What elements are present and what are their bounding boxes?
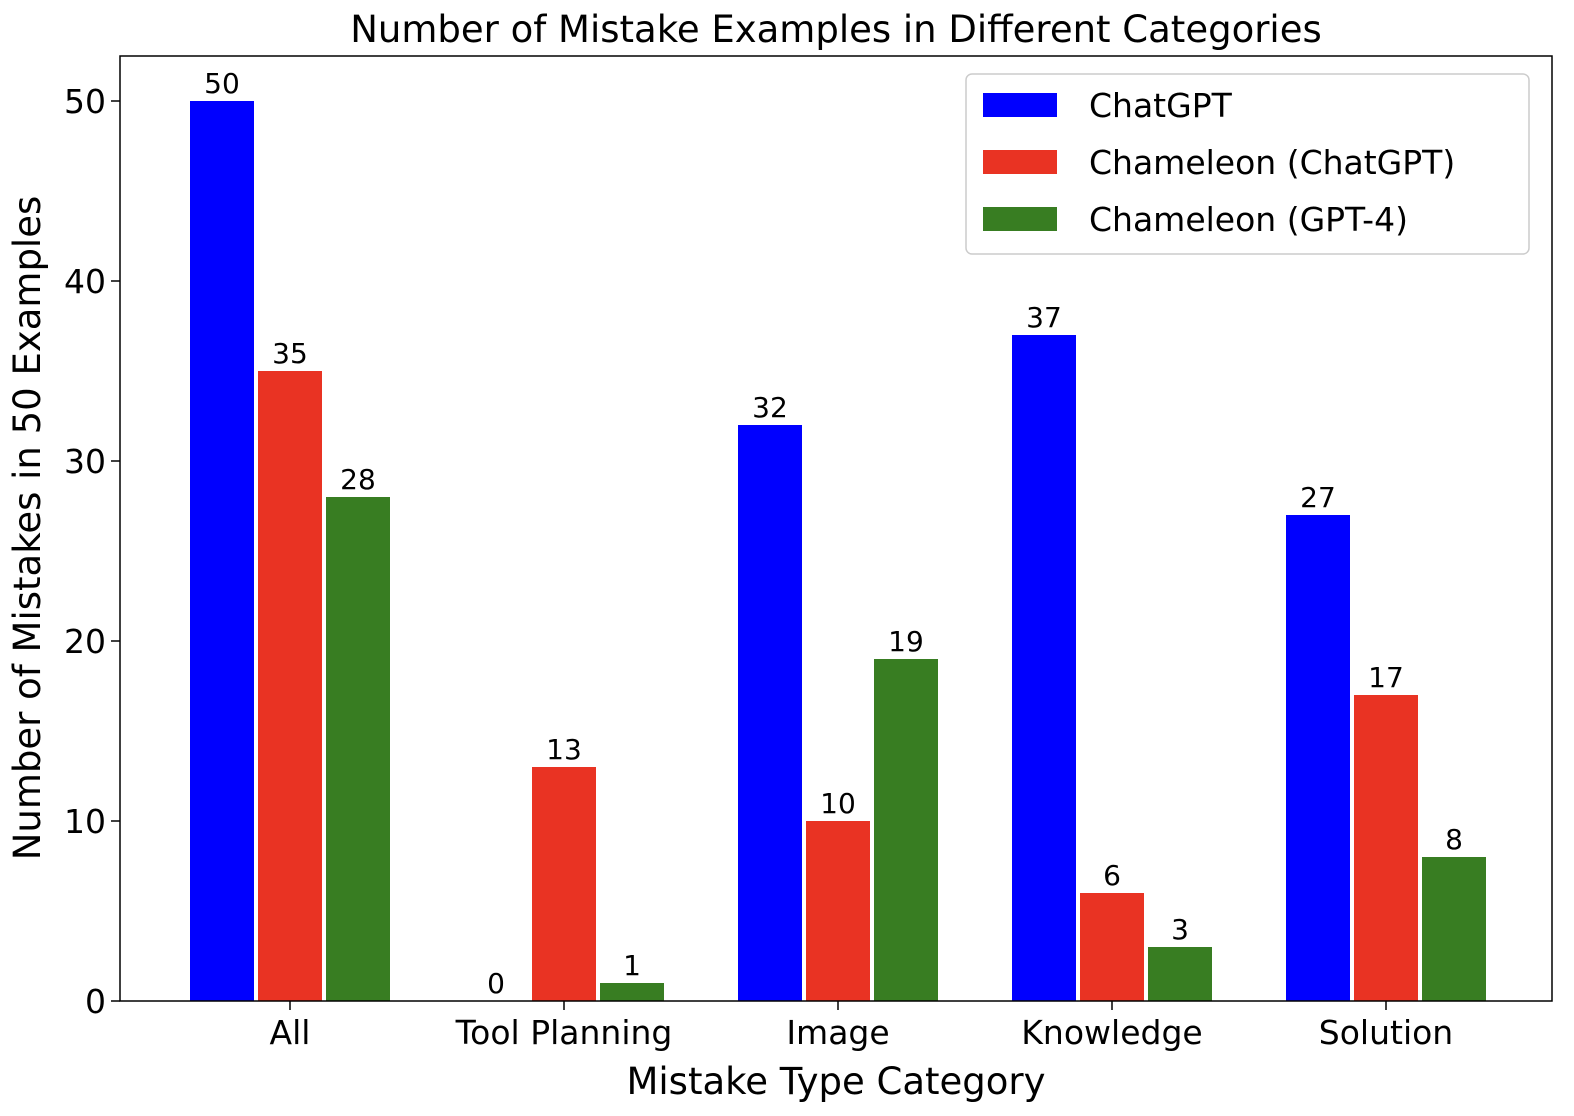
y-axis: 0 10 20 30 40 50 — [64, 82, 120, 1021]
x-tick-label: Image — [786, 1013, 889, 1052]
data-label-knowledge-chatgpt: 37 — [1026, 301, 1062, 334]
data-label-all-chatgpt: 50 — [204, 67, 240, 100]
bar-solution-chatgpt — [1286, 515, 1350, 1001]
data-label-knowledge-chameleon-chatgpt: 6 — [1103, 859, 1121, 892]
bar-tool-planning-chameleon-gpt-4 — [600, 983, 664, 1001]
x-axis: All Tool Planning Image Knowledge Solution — [270, 1001, 1453, 1052]
bars-layer — [190, 101, 1486, 1001]
chart-title: Number of Mistake Examples in Different … — [350, 8, 1322, 51]
x-tick-label: Knowledge — [1021, 1013, 1202, 1052]
x-axis-label: Mistake Type Category — [626, 1060, 1045, 1103]
legend-label: ChatGPT — [1089, 86, 1233, 125]
legend-label: Chameleon (ChatGPT) — [1089, 143, 1455, 182]
bar-solution-chameleon-chatgpt — [1354, 695, 1418, 1001]
bar-solution-chameleon-gpt-4 — [1422, 857, 1486, 1001]
data-label-image-chameleon-chatgpt: 10 — [820, 787, 856, 820]
y-tick-label: 0 — [85, 982, 106, 1021]
x-tick-label: Solution — [1319, 1013, 1453, 1052]
data-label-knowledge-chameleon-gpt-4: 3 — [1171, 913, 1189, 946]
y-axis-label: Number of Mistakes in 50 Examples — [6, 196, 49, 861]
bar-image-chameleon-chatgpt — [806, 821, 870, 1001]
plot-frame — [119, 55, 1553, 1002]
data-label-all-chameleon-chatgpt: 35 — [272, 337, 308, 370]
data-label-all-chameleon-gpt-4: 28 — [340, 463, 376, 496]
data-label-tool-planning-chameleon-chatgpt: 13 — [546, 733, 582, 766]
data-labels-layer: 50 35 28 0 13 1 32 10 19 37 6 3 27 17 8 — [204, 67, 1463, 1000]
legend-swatch — [983, 207, 1057, 231]
bar-knowledge-chameleon-gpt-4 — [1148, 947, 1212, 1001]
legend-swatch — [983, 150, 1057, 174]
data-label-solution-chameleon-gpt-4: 8 — [1445, 823, 1463, 856]
y-tick-label: 10 — [64, 802, 106, 841]
y-tick-label: 20 — [64, 622, 106, 661]
y-tick-label: 40 — [64, 262, 106, 301]
bar-knowledge-chameleon-chatgpt — [1080, 893, 1144, 1001]
bar-image-chatgpt — [738, 425, 802, 1001]
data-label-image-chameleon-gpt-4: 19 — [888, 625, 924, 658]
y-tick-label: 50 — [64, 82, 106, 121]
bar-image-chameleon-gpt-4 — [874, 659, 938, 1001]
data-label-solution-chameleon-chatgpt: 17 — [1368, 661, 1404, 694]
x-tick-label: Tool Planning — [455, 1013, 673, 1052]
legend-label: Chameleon (GPT-4) — [1089, 200, 1408, 239]
bar-all-chatgpt — [190, 101, 254, 1001]
x-tick-label: All — [270, 1013, 311, 1052]
data-label-tool-planning-chameleon-gpt-4: 1 — [623, 949, 641, 982]
data-label-tool-planning-chatgpt: 0 — [487, 967, 505, 1000]
bar-knowledge-chatgpt — [1012, 335, 1076, 1001]
bar-all-chameleon-chatgpt — [258, 371, 322, 1001]
legend: ChatGPT Chameleon (ChatGPT) Chameleon (GPT… — [965, 73, 1530, 255]
legend-swatch — [983, 93, 1057, 117]
data-label-solution-chatgpt: 27 — [1300, 481, 1336, 514]
bar-all-chameleon-gpt-4 — [326, 497, 390, 1001]
legend-frame — [965, 73, 1530, 255]
y-tick-label: 30 — [64, 442, 106, 481]
bar-tool-planning-chameleon-chatgpt — [532, 767, 596, 1001]
data-label-image-chatgpt: 32 — [752, 391, 788, 424]
